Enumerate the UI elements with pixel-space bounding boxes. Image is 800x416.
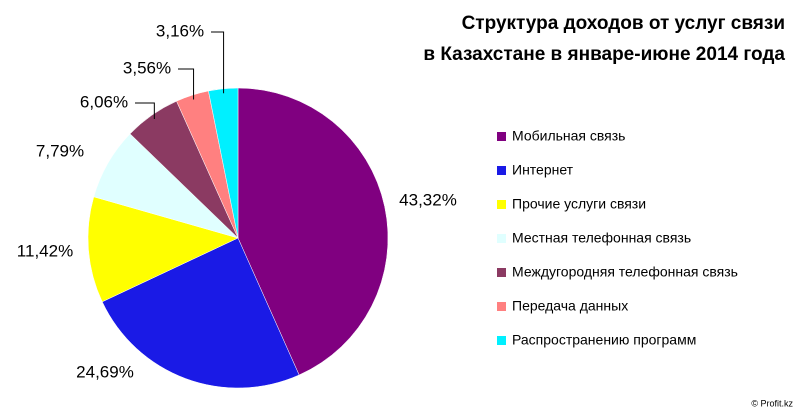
leader-line <box>135 102 155 119</box>
data-label: 3,16% <box>156 21 204 40</box>
legend-swatch <box>497 132 506 141</box>
data-label: 24,69% <box>76 362 134 381</box>
pie-slice <box>87 196 239 303</box>
legend-label: Прочие услуги связи <box>512 196 646 212</box>
credit: © Profit.kz <box>751 398 793 408</box>
data-label: 3,56% <box>123 58 171 77</box>
legend-label: Интернет <box>512 162 574 178</box>
legend-swatch <box>497 234 506 243</box>
chart-title: Структура доходов от услуг связи <box>462 13 785 34</box>
chart-title: в Казахстане в январе-июне 2014 года <box>423 44 785 65</box>
legend-swatch <box>497 166 506 175</box>
data-label: 7,79% <box>36 141 84 160</box>
leader-line <box>211 31 225 94</box>
legend-label: Распространению программ <box>512 332 696 348</box>
data-label: 11,42% <box>17 241 73 260</box>
legend-label: Передача данных <box>512 298 628 314</box>
leader-line <box>178 68 195 100</box>
legend-label: Мобильная связь <box>512 128 625 144</box>
legend-swatch <box>497 336 506 345</box>
data-label: 43,32% <box>399 190 457 209</box>
pie-slice <box>101 237 300 389</box>
legend-label: Междугородняя телефонная связь <box>512 264 738 280</box>
legend-swatch <box>497 200 506 209</box>
legend-swatch <box>497 302 506 311</box>
pie-slice <box>237 87 389 376</box>
legend-label: Местная телефонная связь <box>512 230 691 246</box>
data-label: 6,06% <box>80 92 128 111</box>
legend-swatch <box>497 268 506 277</box>
